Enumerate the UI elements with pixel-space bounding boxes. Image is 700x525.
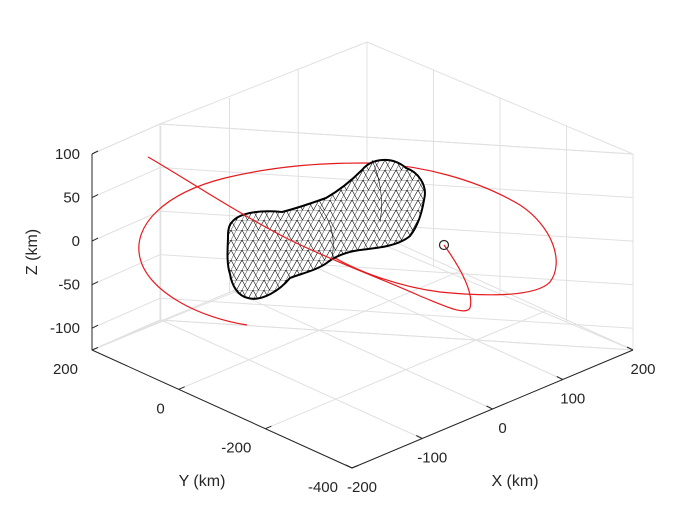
- x-axis-label: X (km): [491, 473, 538, 490]
- x-tick-label: 100: [560, 391, 585, 408]
- asteroid-lobe-ridge-2: [371, 159, 382, 223]
- y-tick-label: 0: [156, 400, 164, 417]
- z-gridline: [91, 210, 161, 242]
- y-tick: [351, 465, 359, 469]
- z-gridline: [91, 297, 161, 329]
- asteroid-lobe-ridge: [317, 204, 334, 259]
- x-tick-label: 200: [630, 361, 655, 378]
- z-tick-label: 50: [63, 190, 80, 207]
- ticks-layer: -100 -50 0 50 100 -400 -200 0 200 -200 -100 0 100 200: [50, 146, 656, 496]
- floor-plane: [90, 319, 634, 469]
- labels-layer: Z (km) Y (km) X (km): [24, 229, 539, 490]
- asteroid-body-outline: [226, 159, 426, 300]
- grid-layer: [90, 41, 634, 469]
- orbit-front-segment: [147, 156, 472, 312]
- back-edge-top-left: [159, 41, 368, 125]
- x-tick: [416, 435, 423, 439]
- z-axis-label: Z (km): [24, 229, 41, 275]
- z-tick-label: -50: [58, 277, 80, 294]
- orbit-back-segment: [138, 162, 557, 326]
- orbit-path-back: [138, 162, 557, 326]
- x-tick: [556, 376, 563, 380]
- y-tick: [91, 347, 99, 351]
- z-tick: [91, 194, 99, 199]
- y-tick-label: -200: [221, 440, 251, 457]
- z-gridline: [91, 254, 161, 286]
- z-tick: [91, 237, 99, 242]
- z-tick: [91, 150, 99, 155]
- orbit-end-marker: [438, 239, 450, 251]
- y-axis-label: Y (km): [179, 473, 226, 490]
- x-gridline: [302, 261, 563, 380]
- x-tick: [345, 464, 353, 469]
- y-tick: [265, 425, 272, 430]
- z-gridline: [91, 123, 161, 155]
- z-tick-label: 0: [72, 233, 80, 250]
- y-axis-line: [91, 349, 353, 469]
- y-tick: [178, 386, 185, 390]
- z-tick: [91, 324, 99, 329]
- x-gridline: [372, 231, 634, 351]
- y-tick-label: 200: [53, 361, 78, 378]
- y-tick-label: -400: [308, 479, 338, 496]
- z-gridline: [91, 167, 161, 199]
- x-tick: [486, 405, 493, 410]
- z-tick: [91, 281, 99, 286]
- z-tick-label: 100: [55, 146, 80, 163]
- z-gridline-right: [159, 297, 634, 329]
- x-gridline: [162, 320, 423, 439]
- x-gridline: [232, 290, 493, 410]
- x-tick-label: -200: [347, 479, 377, 496]
- orbit-path-front: [147, 156, 472, 312]
- z-tick-label: -100: [50, 320, 80, 337]
- x-tick-label: -100: [417, 450, 447, 467]
- z-gridline-right: [159, 123, 634, 155]
- x-tick-label: 0: [498, 420, 506, 437]
- x-tick: [626, 346, 634, 351]
